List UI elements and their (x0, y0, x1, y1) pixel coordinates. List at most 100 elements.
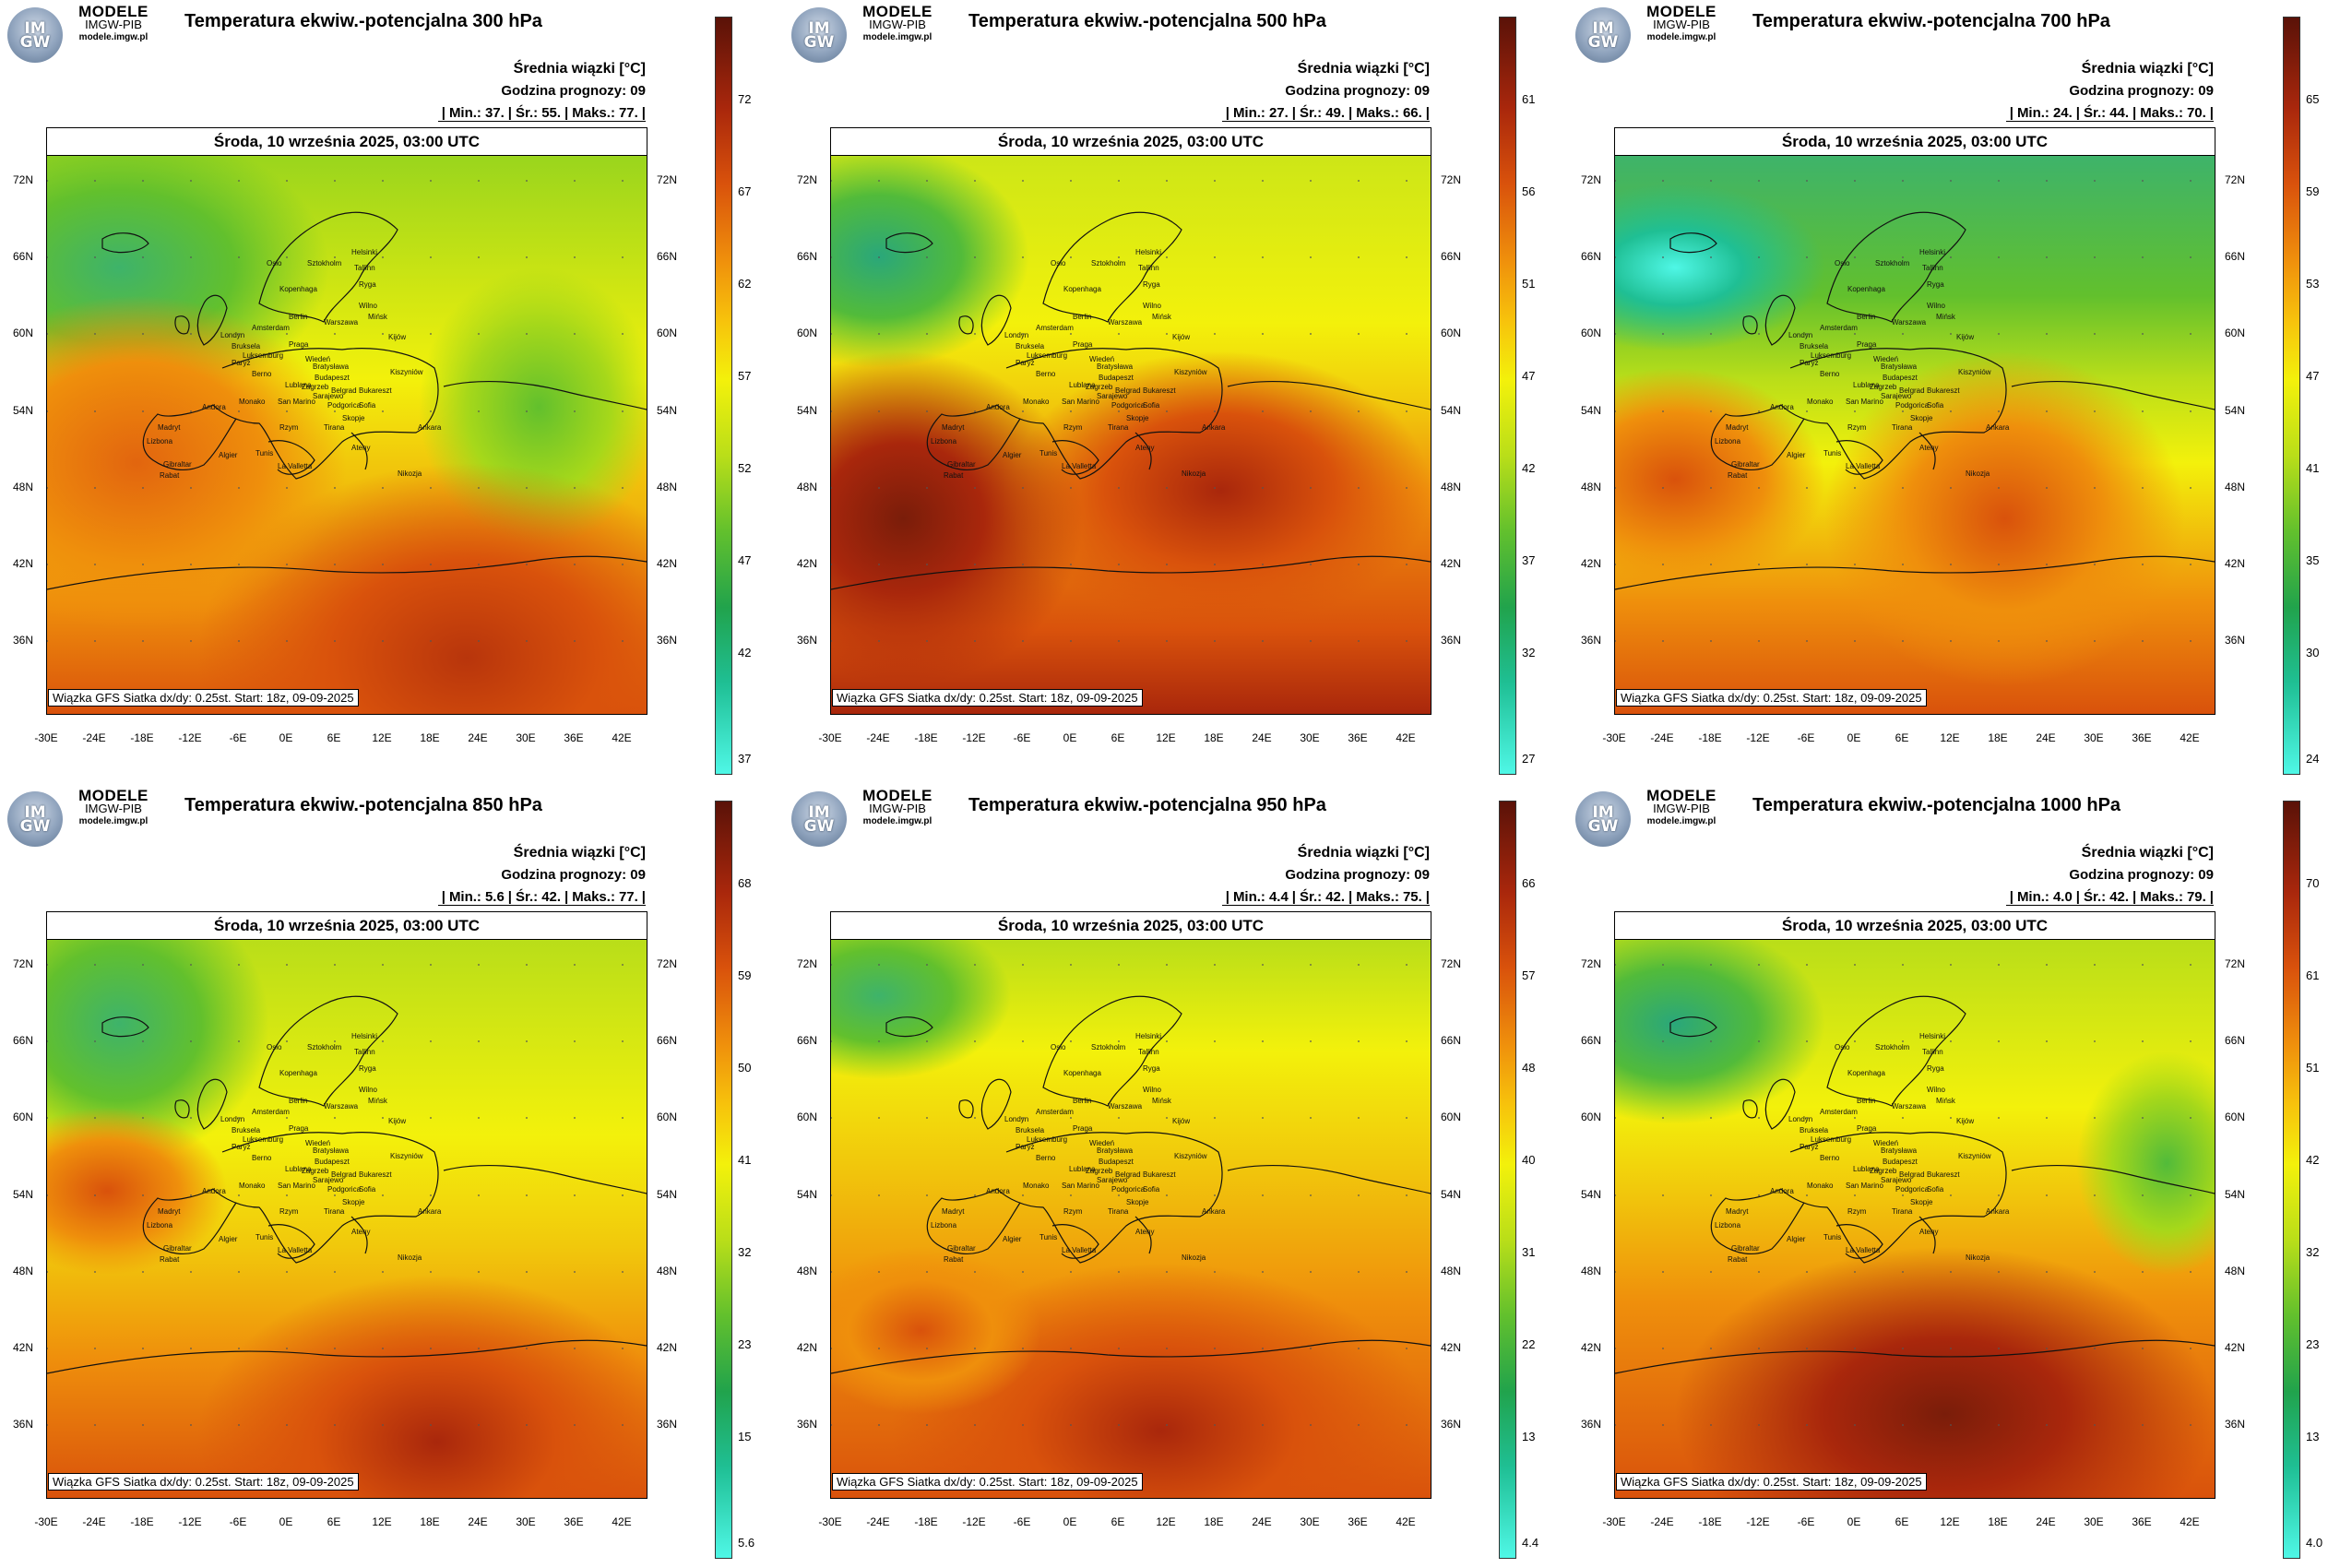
grid-dot (1615, 964, 1616, 966)
city-label: Andora (986, 1187, 1010, 1195)
city-label: Zagrzeb (1870, 383, 1897, 391)
lon-label: 18E (1204, 731, 1224, 744)
lon-label: 24E (1252, 731, 1272, 744)
colorbar-tick: 52 (738, 461, 752, 475)
grid-dot (1358, 1424, 1360, 1426)
grid-dot (926, 410, 928, 412)
grid-dot (286, 1194, 288, 1196)
grid-dot (1710, 333, 1712, 335)
grid-dot (831, 1424, 832, 1426)
grid-dot (1710, 1194, 1712, 1196)
grid-dot (430, 256, 432, 258)
coastline-path (958, 315, 974, 335)
grid-dot (574, 1040, 576, 1042)
city-label: Madryt (942, 423, 965, 432)
grid-dot (1310, 410, 1312, 412)
lon-label: 18E (1988, 1515, 2008, 1528)
grid-dot (1998, 256, 2000, 258)
min-label: Min.: (448, 105, 481, 121)
lon-label: -24E (1650, 731, 1674, 744)
city-label: Tallinn (354, 1048, 375, 1056)
lon-label: 18E (1204, 1515, 1224, 1528)
grid-dot (478, 964, 480, 966)
coastline-overlay (831, 180, 1431, 642)
city-label: Warszawa (1892, 318, 1927, 327)
grid-dot (2142, 410, 2144, 412)
city-label: Andora (1770, 1187, 1794, 1195)
grid-dot (2094, 256, 2096, 258)
imgw-logo-icon: IM GW (1575, 791, 1631, 847)
stats-separator: | (2009, 889, 2013, 905)
colorbar-tick: 47 (2306, 369, 2320, 383)
city-label: Gibraltar (163, 1244, 192, 1253)
city-label: Sarajewo (1881, 392, 1912, 400)
grid-dot (2094, 1424, 2096, 1426)
grid-dot (574, 256, 576, 258)
grid-dot (1070, 1194, 1072, 1196)
lon-label: 30E (1300, 1515, 1320, 1528)
grid-dot (1758, 410, 1760, 412)
lat-label-left: 60N (1581, 1111, 1602, 1123)
lon-label: -12E (178, 731, 202, 744)
min-value: 4.4 (1268, 889, 1289, 905)
grid-dot (142, 1117, 144, 1119)
grid-dot (1854, 180, 1856, 182)
min-value: 4.0 (2052, 889, 2073, 905)
grid-dot (430, 640, 432, 642)
grid-dot (1615, 1117, 1616, 1119)
max-value: 75. (1402, 889, 1422, 905)
lon-label: 0E (1847, 1515, 1861, 1528)
grid-dot (1710, 410, 1712, 412)
city-label: Mińsk (1152, 313, 1171, 321)
grid-dot (286, 1117, 288, 1119)
grid-dot (94, 180, 96, 182)
grid-dot (334, 333, 336, 335)
grid-dot (430, 333, 432, 335)
grid-dot (478, 1271, 480, 1273)
city-label: Tallinn (1138, 264, 1159, 272)
city-label: Tirana (1892, 1207, 1913, 1216)
grid-dot (1310, 1194, 1312, 1196)
forecast-panel: IM GW MODELE IMGW-PIB modele.imgw.pl Tempera… (0, 784, 784, 1568)
city-label: Luksemburg (243, 1135, 284, 1144)
forecast-hour: Godzina prognozy: 09 (1285, 867, 1430, 883)
temperature-map: Oslo Sztokholm Helsinki Tallinn Ryga Kopenhag… (830, 939, 1431, 1499)
city-label: Paryż (1800, 1143, 1819, 1151)
grid-dot (1854, 1271, 1856, 1273)
grid-dot (526, 1194, 528, 1196)
colorbar-tick: 32 (2306, 1245, 2320, 1259)
city-label: Tunis (255, 1233, 274, 1241)
grid-dot (190, 1040, 192, 1042)
city-label: Belgrad (331, 1170, 357, 1179)
grid-dot (2142, 1271, 2144, 1273)
grid-dot (1406, 1348, 1408, 1349)
grid-dot (142, 410, 144, 412)
grid-dot (1166, 333, 1168, 335)
grid-dot (1358, 1348, 1360, 1349)
lat-label-right: 72N (657, 957, 678, 970)
lat-label-left: 42N (1581, 557, 1602, 570)
coastline-path (350, 1216, 368, 1254)
grid-dot (2046, 487, 2048, 489)
grid-dot (974, 256, 976, 258)
stats-separator: | (641, 889, 646, 905)
grid-dot (2190, 1424, 2192, 1426)
lon-label: -6E (1797, 731, 1815, 744)
grid-dot (1118, 564, 1120, 565)
lon-label: 6E (327, 731, 341, 744)
city-label: Wilno (1143, 1086, 1162, 1094)
grid-dot (1902, 1117, 1904, 1119)
grid-dot (2046, 1040, 2048, 1042)
grid-dot (1070, 333, 1072, 335)
grid-dot (526, 1040, 528, 1042)
grid-dot (382, 487, 384, 489)
lon-label: 30E (516, 1515, 536, 1528)
grid-dot (1758, 487, 1760, 489)
lon-label: 36E (564, 1515, 584, 1528)
lat-label-right: 60N (657, 1111, 678, 1123)
city-label: Lizbona (147, 437, 173, 445)
city-label: Berno (1036, 370, 1056, 378)
grid-dot (334, 410, 336, 412)
grid-dot (1950, 1271, 1952, 1273)
city-label: Monako (1807, 398, 1834, 406)
